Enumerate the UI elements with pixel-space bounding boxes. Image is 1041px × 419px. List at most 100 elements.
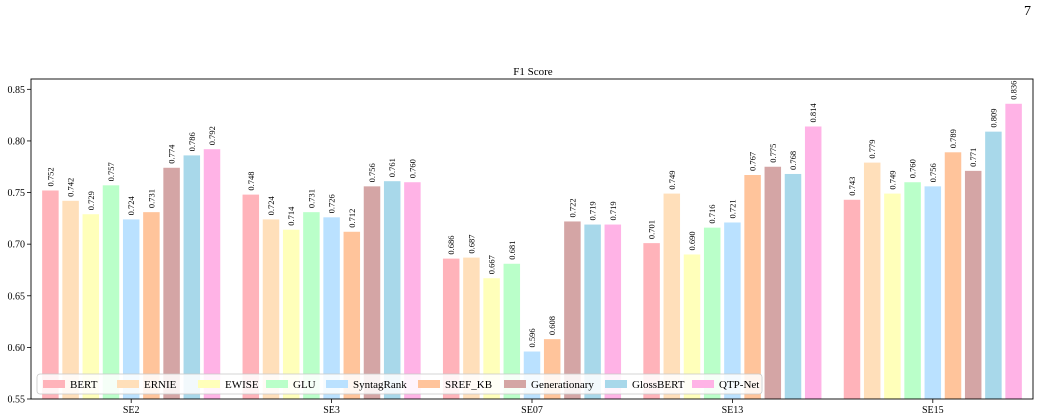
legend-entry-label: Generationary [531, 379, 594, 391]
bar-se07-generationary [564, 221, 581, 399]
bar-se13-glu [703, 227, 721, 399]
data-label: 0.760 [407, 159, 417, 178]
y-tick-label: 0.85 [8, 85, 26, 96]
data-label: 0.714 [286, 206, 296, 226]
legend-swatch [418, 380, 440, 388]
page-number: 7 [1024, 4, 1031, 19]
y-tick-label: 0.55 [8, 395, 26, 406]
bar-se2-ewise [82, 214, 100, 399]
bars-layer: 0.752 0.742 0.729 0.757 0.724 0.731 0.774 0.786… [42, 81, 1022, 400]
data-label: 0.767 [748, 152, 758, 171]
y-tick-label: 0.65 [8, 291, 26, 302]
bar-se15-generationary [964, 170, 982, 399]
data-label: 0.729 [86, 191, 96, 210]
axes-layer: SE2 SE3 SE07 SE13 SE15 0.55 0.60 0.65 0.70 0.75 0.… [8, 78, 1034, 416]
bar-se13-generationary [764, 166, 782, 399]
bar-se15-sref-kb [944, 152, 962, 399]
legend-swatch [198, 380, 220, 388]
bar-se07-qtp-net [604, 224, 622, 399]
x-tick-label: SE3 [323, 405, 340, 416]
bar-se13-ernie [663, 193, 681, 399]
bar-se2-ernie [62, 200, 79, 399]
data-label: 0.775 [768, 144, 778, 163]
bar-se13-glossbert [784, 173, 802, 399]
legend-entry-label: ERNIE [144, 379, 177, 391]
data-label: 0.768 [788, 151, 798, 170]
bar-se2-bert [42, 190, 59, 399]
bar-se3-glu [303, 212, 320, 399]
legend-entry-label: SREF_KB [445, 379, 492, 391]
data-label: 0.757 [106, 162, 116, 181]
data-label: 0.809 [988, 109, 998, 128]
data-label: 0.761 [387, 158, 397, 177]
chart-title: F1 Score [513, 66, 553, 78]
legend-swatch [504, 380, 526, 388]
bar-se07-ernie [463, 257, 480, 399]
x-tick-label: SE07 [521, 405, 543, 416]
data-label: 0.726 [327, 194, 337, 213]
legend-swatch [266, 380, 288, 388]
legend-swatch [605, 380, 627, 388]
data-label: 0.756 [928, 163, 938, 182]
data-label: 0.836 [1009, 81, 1019, 100]
data-label: 0.779 [867, 139, 877, 158]
bar-se2-glossbert [183, 155, 201, 399]
data-label: 0.712 [347, 209, 357, 228]
data-label: 0.731 [146, 189, 156, 208]
data-label: 0.771 [968, 148, 978, 167]
bar-se13-qtp-net [804, 126, 822, 399]
data-label: 0.756 [367, 163, 377, 182]
bar-se3-syntagrank [323, 217, 340, 399]
data-label: 0.722 [567, 198, 577, 217]
data-label: 0.608 [547, 316, 557, 335]
legend-entry-label: BERT [70, 379, 98, 391]
bar-se15-glossbert [985, 131, 1002, 399]
x-tick-label: SE15 [922, 405, 944, 416]
bar-se15-qtp-net [1005, 103, 1022, 400]
bar-se3-sref-kb [343, 231, 361, 399]
bar-se13-syntagrank [724, 222, 741, 399]
legend-entry-label: SyntagRank [353, 379, 407, 391]
data-label: 0.749 [667, 170, 677, 189]
legend-entry-label: EWISE [225, 379, 259, 391]
data-label: 0.719 [588, 201, 598, 220]
legend-swatch [692, 380, 714, 388]
legend-swatch [326, 380, 348, 388]
bar-se15-syntagrank [924, 186, 942, 399]
legend-swatch [117, 380, 139, 388]
bar-se2-glu [102, 185, 120, 399]
x-tick-label: SE2 [123, 405, 140, 416]
data-label: 0.814 [808, 103, 818, 123]
legend-box [36, 373, 763, 395]
bar-se07-glossbert [584, 224, 601, 399]
data-label: 0.789 [948, 129, 958, 148]
bar-se2-generationary [163, 167, 180, 399]
bar-se07-glu [503, 263, 521, 399]
data-label: 0.719 [608, 201, 618, 220]
bar-se15-ernie [863, 162, 881, 399]
y-tick-label: 0.70 [8, 240, 26, 251]
bar-se15-glu [904, 182, 921, 399]
bar-se07-bert [442, 258, 460, 399]
data-label: 0.748 [246, 171, 256, 190]
data-label: 0.731 [306, 189, 316, 208]
data-label: 0.687 [466, 234, 476, 253]
bar-se13-bert [643, 243, 660, 399]
data-label: 0.701 [647, 220, 657, 239]
bar-se3-generationary [363, 186, 381, 399]
data-label: 0.786 [187, 132, 197, 151]
data-label: 0.742 [66, 178, 76, 197]
bar-se13-sref-kb [744, 175, 761, 399]
data-label: 0.774 [167, 144, 177, 164]
bar-se13-ewise [683, 254, 701, 399]
data-label: 0.792 [207, 126, 217, 145]
data-label: 0.596 [527, 328, 537, 347]
bar-se15-ewise [884, 193, 901, 399]
data-label: 0.716 [707, 205, 717, 224]
bar-se07-ewise [483, 278, 500, 399]
bar-se2-qtp-net [203, 149, 221, 399]
data-label: 0.667 [487, 255, 497, 274]
data-label: 0.721 [727, 199, 737, 218]
bar-se2-syntagrank [122, 219, 140, 399]
